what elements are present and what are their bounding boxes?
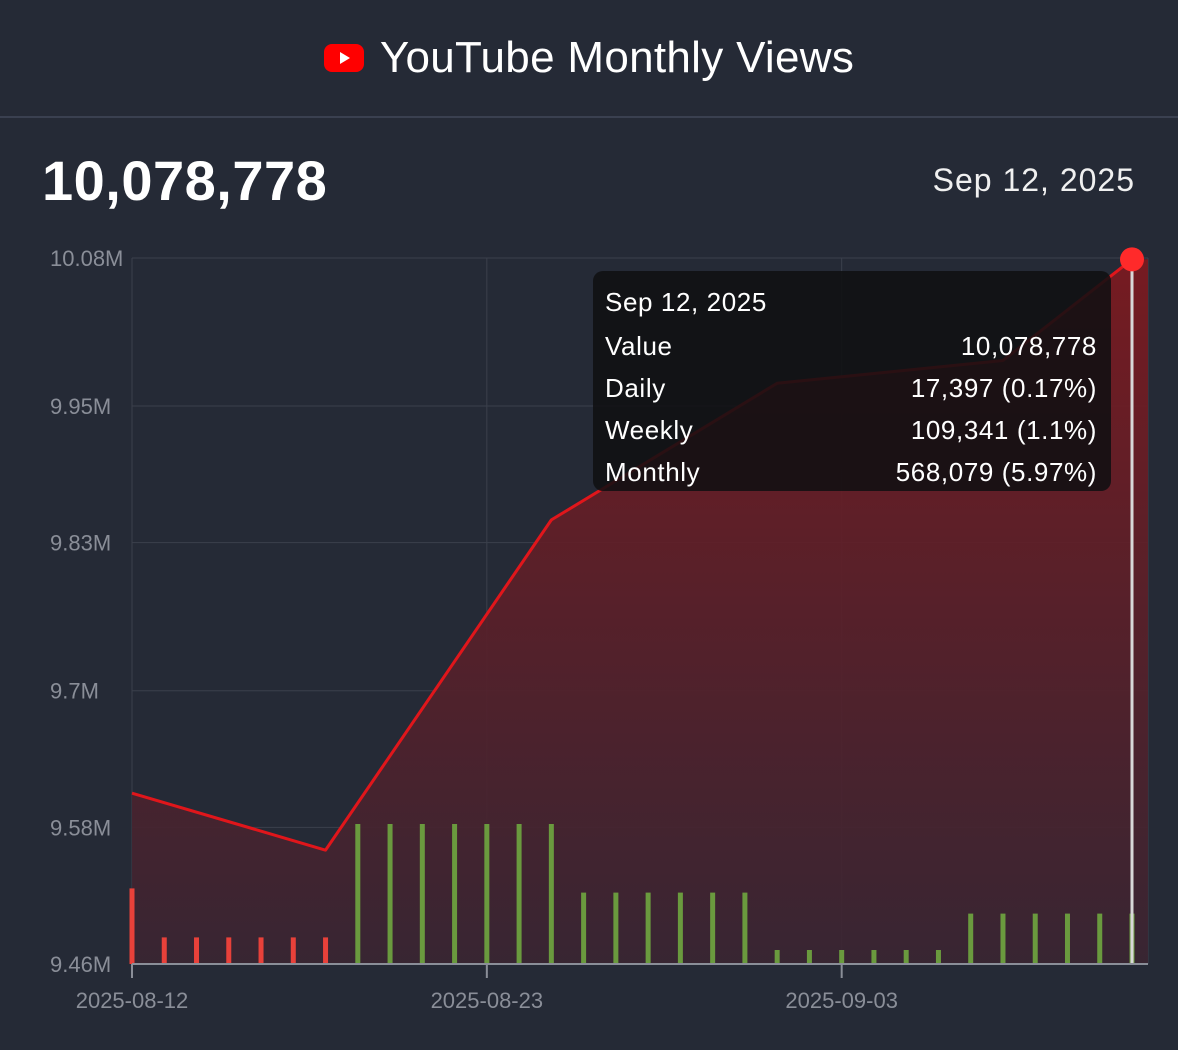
current-date: Sep 12, 2025: [932, 162, 1135, 198]
x-tick-label: 2025-08-12: [76, 988, 189, 1013]
volume-bar: [968, 913, 974, 964]
volume-bar: [194, 937, 200, 964]
volume-bar: [387, 824, 393, 964]
volume-bar: [419, 824, 425, 964]
volume-bar: [935, 950, 941, 964]
y-tick-label: 9.83M: [50, 531, 111, 556]
x-tick-label: 2025-09-03: [785, 988, 898, 1013]
volume-bar: [1097, 913, 1103, 964]
tooltip-value: 10,078,778: [960, 331, 1097, 361]
page-title: YouTube Monthly Views: [379, 33, 855, 82]
volume-bar: [710, 892, 716, 964]
tooltip-value: 17,397 (0.17%): [910, 373, 1097, 403]
tooltip-label: Weekly: [605, 415, 694, 445]
volume-bar: [806, 950, 812, 964]
volume-bar: [1000, 913, 1006, 964]
tooltip-value: 109,341 (1.1%): [910, 415, 1097, 445]
volume-bar: [161, 937, 167, 964]
tooltip-label: Daily: [605, 373, 666, 403]
volume-bar: [581, 892, 587, 964]
tooltip-row-daily: Daily 17,397 (0.17%): [605, 367, 1097, 409]
tooltip-label: Value: [605, 331, 673, 361]
volume-bar: [742, 892, 748, 964]
selected-point-marker: [1120, 247, 1144, 272]
tooltip-row-weekly: Weekly 109,341 (1.1%): [605, 409, 1097, 451]
header: YouTube Monthly Views: [0, 0, 1178, 118]
volume-bar: [1064, 913, 1070, 964]
volume-bar: [677, 892, 683, 964]
tooltip-row-value: Value 10,078,778: [605, 325, 1097, 367]
tooltip-value: 568,079 (5.97%): [895, 457, 1097, 487]
tooltip-date: Sep 12, 2025: [605, 287, 767, 317]
tooltip-label: Monthly: [605, 457, 701, 487]
volume-bar: [839, 950, 845, 964]
volume-bar: [484, 824, 490, 964]
volume-bar: [516, 824, 522, 964]
current-value: 10,078,778: [42, 149, 328, 212]
volume-bar: [226, 937, 232, 964]
volume-bar: [871, 950, 877, 964]
y-tick-label: 9.58M: [50, 815, 111, 840]
tooltip-row-monthly: Monthly 568,079 (5.97%): [605, 451, 1097, 493]
volume-bar: [903, 950, 909, 964]
volume-bar: [774, 950, 780, 964]
volume-bar: [129, 888, 135, 964]
volume-bar: [258, 937, 264, 964]
x-tick-label: 2025-08-23: [431, 988, 544, 1013]
volume-bar: [613, 892, 619, 964]
y-tick-label: 10.08M: [50, 246, 123, 271]
tooltip: Sep 12, 2025 Value 10,078,778 Daily 17,3…: [593, 271, 1111, 491]
y-tick-label: 9.95M: [50, 394, 111, 419]
volume-bar: [1032, 913, 1038, 964]
volume-bar: [355, 824, 361, 964]
volume-bar: [323, 937, 329, 964]
y-tick-label: 9.46M: [50, 952, 111, 977]
youtube-logo-icon: [323, 44, 364, 72]
volume-bar: [290, 937, 296, 964]
volume-bar: [645, 892, 651, 964]
volume-bar: [452, 824, 458, 964]
volume-bar: [548, 824, 554, 964]
y-tick-label: 9.7M: [50, 679, 99, 704]
